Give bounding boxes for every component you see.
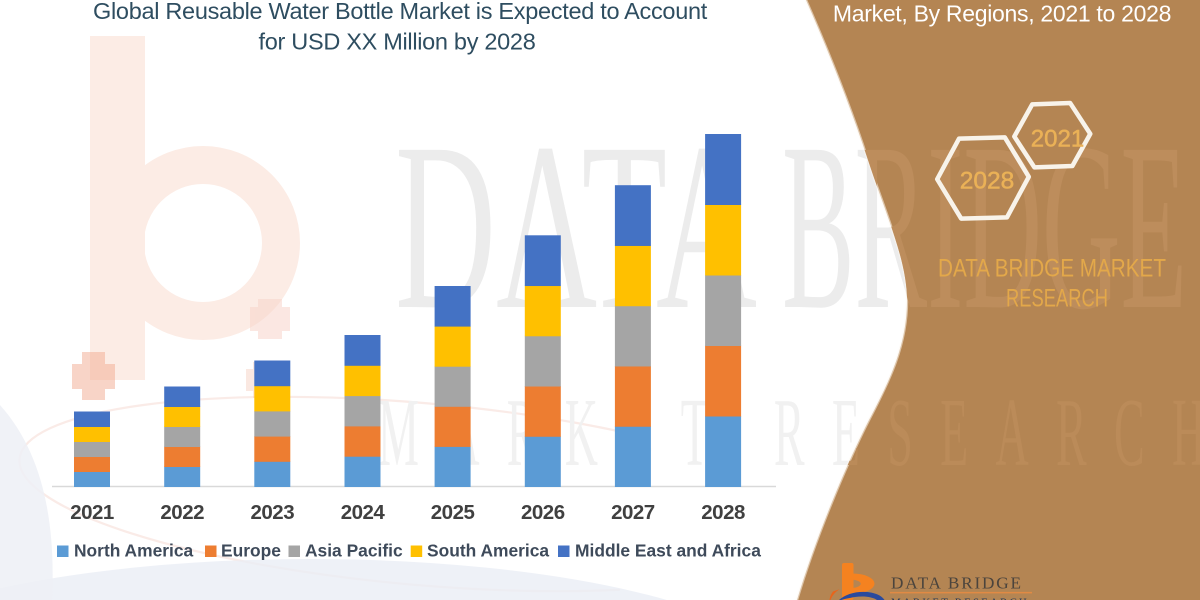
svg-text:2028: 2028 bbox=[701, 501, 745, 524]
svg-text:2022: 2022 bbox=[160, 501, 204, 524]
svg-text:DATA BRIDGE: DATA BRIDGE bbox=[891, 574, 1021, 593]
svg-text:North America: North America bbox=[74, 541, 194, 561]
svg-text:for USD XX Million by 2028: for USD XX Million by 2028 bbox=[259, 29, 536, 55]
svg-text:Global Reusable Water Bottle M: Global Reusable Water Bottle Market is E… bbox=[93, 0, 708, 24]
svg-text:2021: 2021 bbox=[70, 501, 114, 524]
svg-text:DATA BRIDGE MARKET: DATA BRIDGE MARKET bbox=[938, 255, 1166, 283]
svg-text:2024: 2024 bbox=[341, 501, 386, 524]
svg-text:2021: 2021 bbox=[1031, 125, 1084, 152]
svg-text:Asia Pacific: Asia Pacific bbox=[305, 541, 403, 561]
svg-text:2027: 2027 bbox=[611, 501, 655, 524]
svg-text:MARKET RESEARCH: MARKET RESEARCH bbox=[891, 597, 1029, 600]
svg-text:RESEARCH: RESEARCH bbox=[1006, 285, 1108, 313]
svg-text:2025: 2025 bbox=[431, 501, 475, 524]
svg-text:Europe: Europe bbox=[221, 541, 281, 561]
svg-text:Market, By Regions, 2021 to 20: Market, By Regions, 2021 to 2028 bbox=[833, 1, 1171, 27]
svg-text:2023: 2023 bbox=[250, 501, 294, 524]
svg-text:Middle East and Africa: Middle East and Africa bbox=[575, 541, 761, 561]
svg-text:2026: 2026 bbox=[521, 501, 565, 524]
svg-text:2028: 2028 bbox=[960, 168, 1015, 195]
svg-text:South America: South America bbox=[427, 541, 549, 561]
